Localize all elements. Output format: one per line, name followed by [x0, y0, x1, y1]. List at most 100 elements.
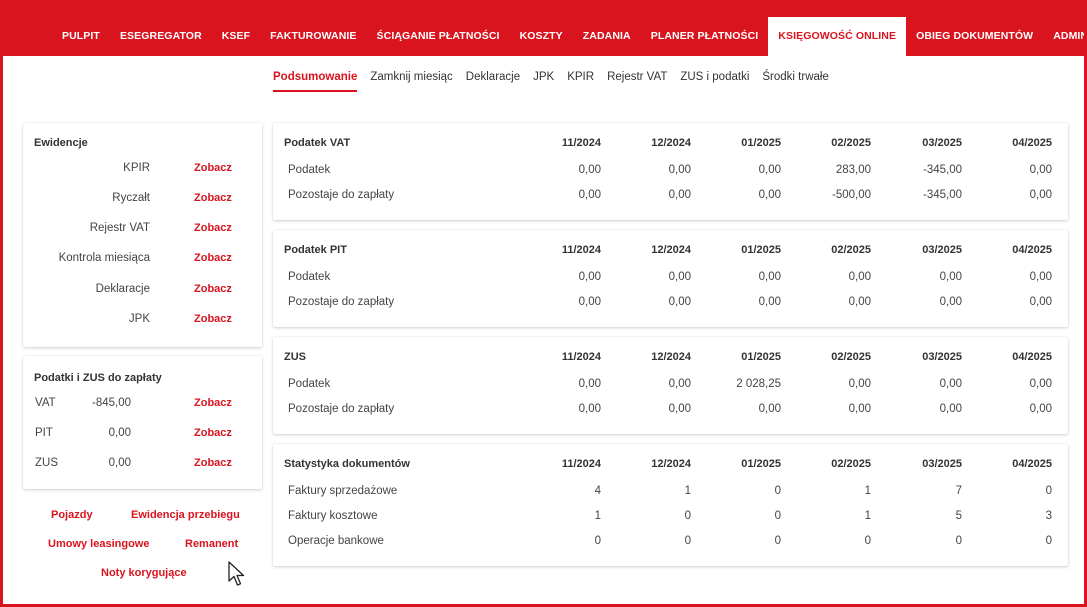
- umowy-leasingowe-link[interactable]: Umowy leasingowe: [48, 538, 150, 550]
- summary-table: Podatek PIT 11/2024 12/2024 01/2025 02/2025 0…: [273, 230, 1068, 327]
- table-cell: 0,00: [668, 189, 691, 201]
- table-cell: 0,00: [939, 271, 962, 283]
- sub-tabs: Podsumowanie Zamknij miesiąc Deklaracje JPK…: [273, 71, 842, 92]
- ewidencja-zobacz-link[interactable]: Zobacz: [194, 313, 232, 325]
- table-cell: 0,00: [578, 189, 601, 201]
- nav-item-6[interactable]: ZADANIA: [582, 30, 631, 42]
- subtab-4[interactable]: KPIR: [567, 71, 595, 83]
- ewidencja-zobacz-link[interactable]: Zobacz: [194, 162, 232, 174]
- ewidencje-title: Ewidencje: [34, 137, 88, 149]
- table-cell: 0,00: [758, 164, 781, 176]
- table-cell: 0,00: [578, 296, 601, 308]
- period-header: 04/2025: [1012, 137, 1052, 149]
- table-cell: 0: [955, 535, 962, 547]
- period-header: 12/2024: [651, 137, 691, 149]
- table-cell: 0,00: [668, 378, 691, 390]
- tax-label: ZUS: [35, 457, 58, 469]
- taxes-card: Podatki i ZUS do zapłaty VAT -845,00 Zobac…: [23, 356, 262, 489]
- table-cell: 0,00: [939, 403, 962, 415]
- table-cell: 7: [955, 485, 962, 497]
- tax-row: ZUS 0,00 Zobacz: [23, 457, 262, 473]
- table-cell: 0: [684, 510, 691, 522]
- tax-zobacz-link[interactable]: Zobacz: [194, 457, 232, 469]
- table-title: Podatek VAT: [284, 137, 351, 149]
- period-header: 12/2024: [651, 458, 691, 470]
- table-cell: 0,00: [578, 378, 601, 390]
- table-title: ZUS: [284, 351, 306, 363]
- nav-item-9[interactable]: OBIEG DOKUMENTÓW: [916, 30, 1034, 42]
- ewidencja-label: Ryczałt: [112, 192, 150, 204]
- table-row-label: Faktury kosztowe: [288, 510, 378, 522]
- table-row-label: Pozostaje do zapłaty: [288, 189, 395, 201]
- tax-value: 0,00: [108, 457, 131, 469]
- ewidencja-zobacz-link[interactable]: Zobacz: [194, 222, 232, 234]
- nav-item-7[interactable]: PLANER PŁATNOŚCI: [650, 30, 759, 42]
- table-row-label: Pozostaje do zapłaty: [288, 403, 395, 415]
- table-cell: 0: [774, 510, 781, 522]
- period-header: 03/2025: [922, 458, 962, 470]
- subtab-1[interactable]: Zamknij miesiąc: [370, 71, 453, 83]
- table-row-label: Podatek: [288, 378, 331, 390]
- table-cell: 1: [864, 485, 871, 497]
- ewidencja-label: Rejestr VAT: [89, 222, 150, 234]
- pojazdy-link[interactable]: Pojazdy: [51, 509, 93, 521]
- remanent-link[interactable]: Remanent: [185, 538, 239, 550]
- ewidencja-zobacz-link[interactable]: Zobacz: [194, 283, 232, 295]
- ewidencja-label: Deklaracje: [95, 283, 150, 295]
- period-header: 01/2025: [741, 244, 781, 256]
- table-cell: -345,00: [922, 189, 962, 201]
- table-cell: 0,00: [1029, 164, 1052, 176]
- tax-zobacz-link[interactable]: Zobacz: [194, 427, 232, 439]
- table-cell: 0,00: [668, 271, 691, 283]
- period-header: 11/2024: [561, 351, 601, 363]
- table-cell: 0,00: [578, 271, 601, 283]
- period-header: 02/2025: [831, 458, 871, 470]
- table-row-label: Faktury sprzedażowe: [288, 485, 398, 497]
- table-cell: -500,00: [831, 189, 871, 201]
- table-cell: 0: [774, 535, 781, 547]
- nav-item-1[interactable]: ESEGREGATOR: [119, 30, 202, 42]
- table-cell: 0,00: [758, 403, 781, 415]
- ewidencja-label: Kontrola miesiąca: [58, 252, 150, 264]
- ewidencja-zobacz-link[interactable]: Zobacz: [194, 192, 232, 204]
- ewidencja-przebiegu-link[interactable]: Ewidencja przebiegu: [131, 509, 240, 521]
- table-cell: 0: [594, 535, 601, 547]
- noty-korygujace-link[interactable]: Noty korygujące: [101, 567, 187, 579]
- tax-row: PIT 0,00 Zobacz: [23, 427, 262, 443]
- ewidencja-zobacz-link[interactable]: Zobacz: [194, 252, 232, 264]
- subtab-3[interactable]: JPK: [533, 71, 555, 83]
- table-cell: 0: [864, 535, 871, 547]
- ewidencja-label: KPIR: [123, 162, 150, 174]
- nav-item-5[interactable]: KOSZTY: [519, 30, 563, 42]
- tax-value: 0,00: [108, 427, 131, 439]
- period-header: 01/2025: [741, 137, 781, 149]
- table-cell: 0: [684, 535, 691, 547]
- period-header: 11/2024: [561, 137, 601, 149]
- nav-item-0[interactable]: PULPIT: [62, 30, 100, 42]
- table-cell: 0,00: [668, 164, 691, 176]
- subtab-7[interactable]: Środki trwałe: [762, 71, 829, 83]
- subtab-6[interactable]: ZUS i podatki: [680, 71, 750, 83]
- period-header: 01/2025: [741, 351, 781, 363]
- table-row-label: Pozostaje do zapłaty: [288, 296, 395, 308]
- table-cell: 0,00: [1029, 378, 1052, 390]
- table-cell: 0,00: [578, 164, 601, 176]
- period-header: 02/2025: [831, 351, 871, 363]
- table-cell: 0,00: [848, 403, 871, 415]
- table-cell: 0,00: [758, 296, 781, 308]
- subtab-2[interactable]: Deklaracje: [465, 71, 521, 83]
- subtab-5[interactable]: Rejestr VAT: [607, 71, 668, 83]
- nav-item-10[interactable]: ADMINISTRACJA: [1053, 30, 1087, 42]
- tax-label: PIT: [35, 427, 53, 439]
- nav-item-8[interactable]: KSIĘGOWOŚĆ ONLINE: [768, 17, 907, 56]
- period-header: 11/2024: [561, 244, 601, 256]
- table-cell: 1: [864, 510, 871, 522]
- table-cell: 4: [594, 485, 601, 497]
- tax-zobacz-link[interactable]: Zobacz: [194, 397, 232, 409]
- subtab-0[interactable]: Podsumowanie: [273, 71, 358, 92]
- nav-item-4[interactable]: ŚCIĄGANIE PŁATNOŚCI: [376, 30, 500, 42]
- nav-item-3[interactable]: FAKTUROWANIE: [270, 30, 357, 42]
- table-cell: 0,00: [1029, 189, 1052, 201]
- period-header: 01/2025: [741, 458, 781, 470]
- nav-item-2[interactable]: KSEF: [221, 30, 251, 42]
